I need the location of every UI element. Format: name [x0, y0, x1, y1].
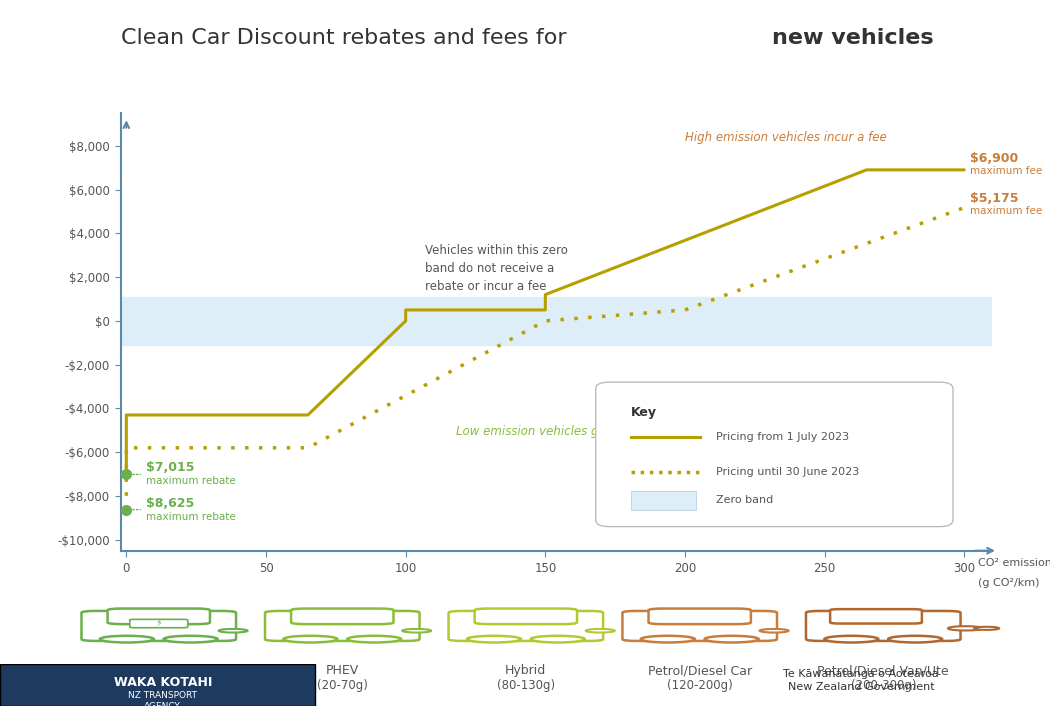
Text: $6,900: $6,900 [970, 152, 1018, 165]
Text: (20-70g): (20-70g) [317, 678, 367, 692]
Text: Pricing from 1 July 2023: Pricing from 1 July 2023 [716, 432, 849, 442]
Circle shape [402, 629, 432, 633]
Circle shape [948, 626, 983, 630]
FancyBboxPatch shape [623, 611, 777, 641]
Text: Zero band: Zero band [716, 496, 773, 505]
Text: (200-300g): (200-300g) [850, 678, 916, 692]
Text: maximum rebate: maximum rebate [146, 476, 235, 486]
Text: PHEV: PHEV [326, 664, 359, 677]
Text: (120-200g): (120-200g) [667, 678, 733, 692]
Circle shape [974, 627, 1000, 630]
FancyBboxPatch shape [107, 609, 210, 624]
Text: BEV: BEV [146, 664, 171, 677]
Circle shape [824, 636, 879, 642]
Circle shape [100, 636, 154, 642]
Text: maximum fee: maximum fee [970, 206, 1043, 216]
Circle shape [759, 629, 789, 633]
Circle shape [705, 636, 759, 642]
FancyBboxPatch shape [265, 611, 420, 641]
Circle shape [284, 636, 337, 642]
FancyBboxPatch shape [806, 611, 961, 641]
Text: Vehicles within this zero
band do not receive a
rebate or incur a fee: Vehicles within this zero band do not re… [425, 244, 568, 293]
FancyBboxPatch shape [0, 664, 315, 706]
Text: NZ TRANSPORT
AGENCY: NZ TRANSPORT AGENCY [128, 691, 197, 706]
Text: ⚡: ⚡ [155, 618, 162, 628]
Text: maximum rebate: maximum rebate [146, 512, 235, 522]
Text: High emission vehicles incur a fee: High emission vehicles incur a fee [685, 131, 887, 145]
Text: Hybrid: Hybrid [505, 664, 546, 677]
FancyBboxPatch shape [595, 382, 953, 527]
Text: maximum fee: maximum fee [970, 167, 1043, 176]
Text: $5,175: $5,175 [970, 192, 1018, 205]
Circle shape [888, 636, 942, 642]
Text: (0g): (0g) [147, 678, 171, 692]
Circle shape [640, 636, 695, 642]
Text: Te Kāwanatanga o Aotearoa
New Zealand Government: Te Kāwanatanga o Aotearoa New Zealand Go… [783, 669, 939, 692]
FancyBboxPatch shape [831, 609, 922, 623]
Circle shape [218, 629, 248, 633]
Circle shape [348, 636, 401, 642]
Circle shape [467, 636, 521, 642]
FancyBboxPatch shape [631, 491, 696, 510]
Circle shape [586, 629, 614, 633]
Text: $7,015: $7,015 [146, 461, 194, 474]
Text: WAKA KOTAHI: WAKA KOTAHI [113, 676, 212, 688]
Text: Low emission vehicles get rebates: Low emission vehicles get rebates [456, 425, 659, 438]
FancyBboxPatch shape [291, 609, 394, 624]
Text: (80-130g): (80-130g) [497, 678, 554, 692]
Text: Key: Key [631, 406, 656, 419]
Text: Pricing until 30 June 2023: Pricing until 30 June 2023 [716, 467, 859, 477]
FancyBboxPatch shape [82, 611, 236, 641]
FancyBboxPatch shape [475, 609, 578, 624]
Text: Petrol/Diesel Van/Ute: Petrol/Diesel Van/Ute [818, 664, 949, 677]
FancyBboxPatch shape [649, 609, 751, 624]
Circle shape [164, 636, 217, 642]
Text: Petrol/Diesel Car: Petrol/Diesel Car [648, 664, 752, 677]
FancyBboxPatch shape [130, 619, 188, 628]
Text: $8,625: $8,625 [146, 497, 194, 510]
Circle shape [530, 636, 585, 642]
Text: CO² emissions: CO² emissions [979, 558, 1050, 568]
Text: new vehicles: new vehicles [772, 28, 933, 48]
Text: Clean Car Discount rebates and fees for: Clean Car Discount rebates and fees for [121, 28, 573, 48]
Bar [121, 297, 992, 345]
FancyBboxPatch shape [448, 611, 603, 641]
Text: (g CO²/km): (g CO²/km) [979, 578, 1040, 587]
